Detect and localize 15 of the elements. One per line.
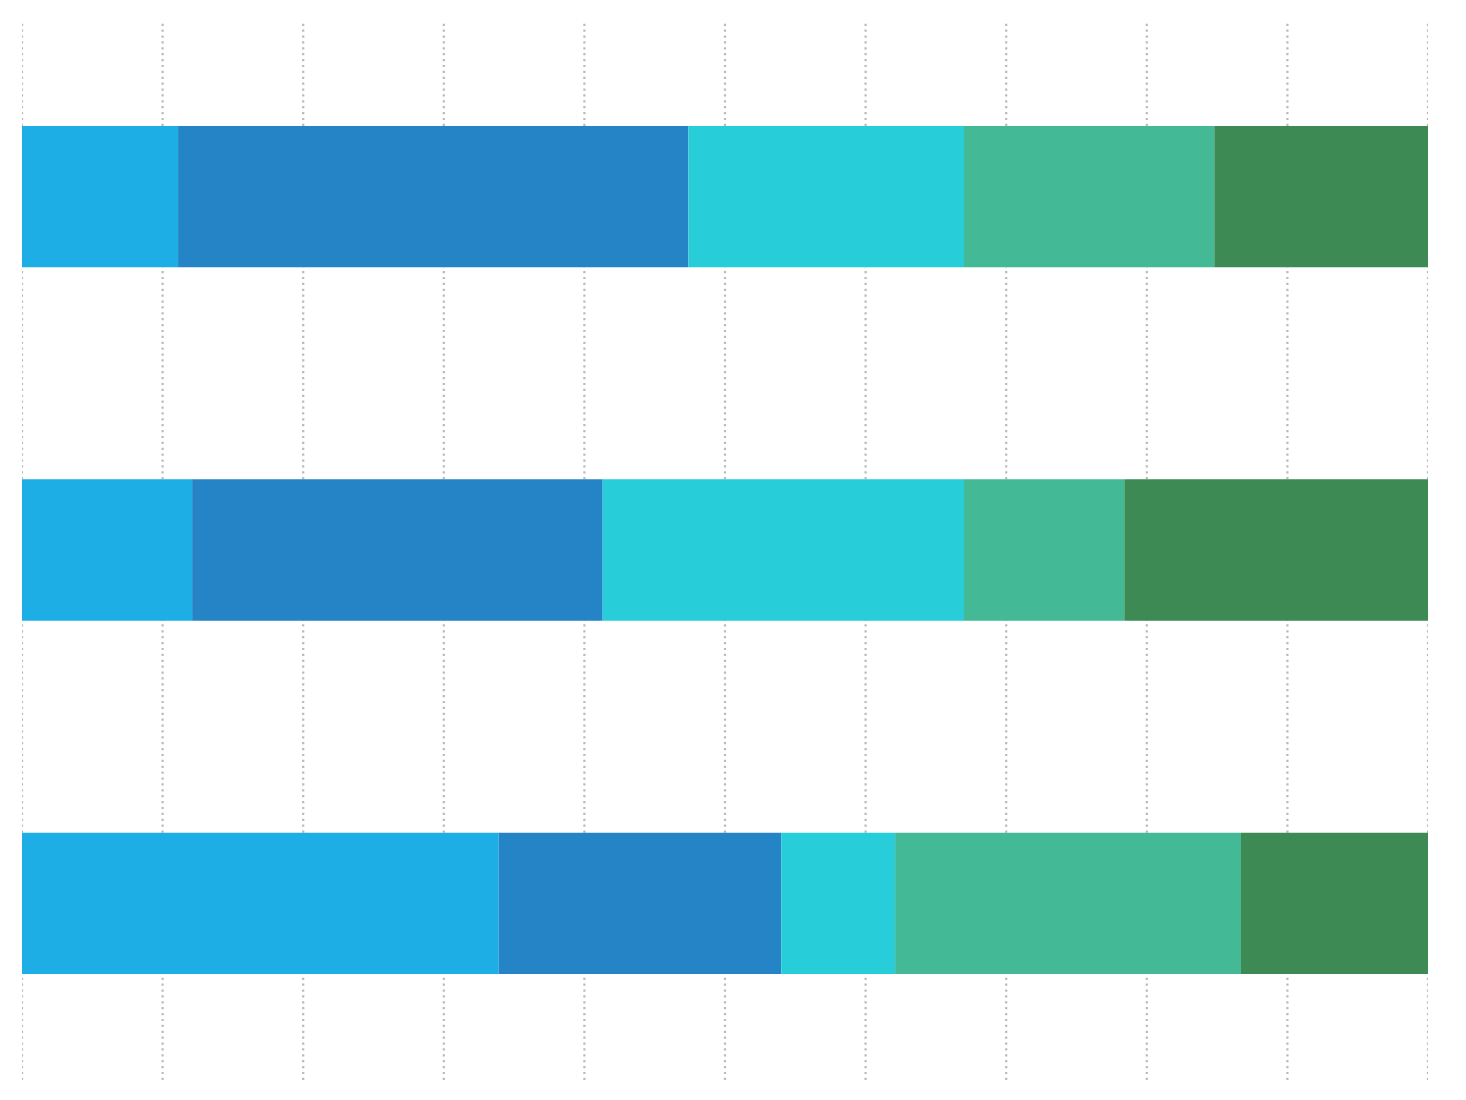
bar [688,126,965,268]
bar [895,832,1241,974]
bar [1214,126,1428,268]
bar [1241,832,1428,974]
bar [964,126,1215,268]
bar [964,479,1125,621]
bar [602,479,965,621]
bar [22,479,193,621]
bar [178,126,689,268]
bar [192,479,603,621]
bar [22,832,499,974]
bar [22,126,179,268]
bar [781,832,896,974]
bar [498,832,782,974]
bar [1124,479,1428,621]
